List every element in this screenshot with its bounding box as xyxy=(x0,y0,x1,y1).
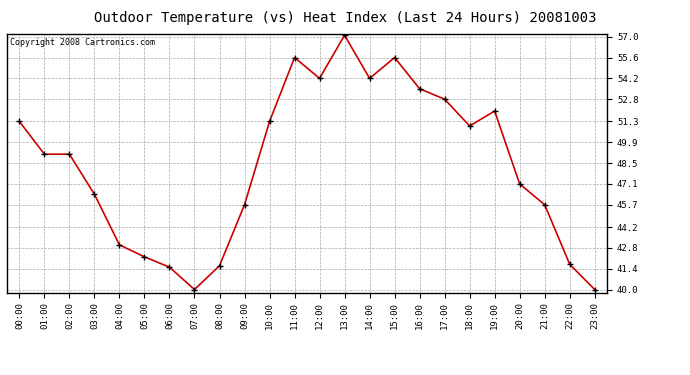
Text: Copyright 2008 Cartronics.com: Copyright 2008 Cartronics.com xyxy=(10,38,155,46)
Text: Outdoor Temperature (vs) Heat Index (Last 24 Hours) 20081003: Outdoor Temperature (vs) Heat Index (Las… xyxy=(94,11,596,25)
